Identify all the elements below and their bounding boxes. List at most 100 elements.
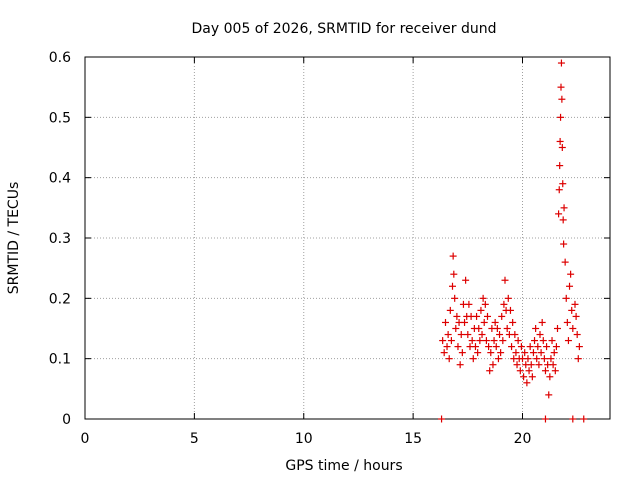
data-point [476, 337, 484, 345]
data-point [531, 337, 539, 345]
data-point [528, 373, 536, 381]
data-point [563, 318, 571, 326]
data-point [538, 318, 546, 326]
data-point [558, 144, 566, 151]
data-point [477, 306, 485, 314]
data-point [560, 204, 568, 212]
data-point [556, 137, 564, 145]
x-axis-label: GPS time / hours [285, 458, 402, 474]
y-tick-label: 0.2 [49, 291, 71, 307]
data-point [458, 349, 466, 357]
data-point [524, 355, 532, 363]
x-axis: 0 5 10 15 20 [81, 57, 531, 447]
data-point [464, 331, 472, 339]
data-point [487, 349, 495, 357]
data-point [548, 337, 556, 345]
data-point [492, 343, 500, 351]
data-point [564, 337, 572, 345]
data-point [566, 282, 574, 290]
data-point [446, 306, 454, 314]
data-point [552, 343, 560, 351]
data-point [527, 361, 535, 369]
data-point [511, 331, 519, 339]
data-point [449, 252, 457, 260]
data-point [489, 361, 497, 369]
data-point [501, 276, 509, 284]
data-point [533, 355, 541, 363]
y-axis: 0 0.1 0.2 0.3 0.4 0.5 0.6 [49, 50, 610, 428]
data-point [562, 294, 570, 302]
data-point [559, 180, 567, 188]
data-point [499, 337, 507, 345]
data-point [457, 331, 465, 339]
data-point [450, 270, 458, 278]
y-tick-label: 0.6 [49, 50, 71, 66]
data-point [475, 325, 483, 332]
y-tick-label: 0.1 [49, 352, 71, 368]
data-point [526, 343, 534, 351]
data-point [508, 343, 516, 351]
data-point [481, 300, 489, 308]
data-point [520, 373, 528, 381]
data-point [498, 312, 506, 320]
data-point [512, 349, 520, 357]
data-point [556, 162, 564, 170]
data-point [541, 367, 549, 375]
data-point [482, 337, 490, 345]
data-point [541, 415, 549, 423]
data-point [555, 186, 563, 194]
data-point [537, 349, 545, 357]
data-point [456, 361, 464, 369]
data-point [443, 343, 451, 351]
data-point [534, 343, 542, 351]
data-point [536, 331, 544, 339]
data-point [569, 415, 577, 423]
data-point [545, 391, 553, 399]
data-point [449, 282, 456, 290]
data-point [547, 355, 555, 363]
data-point [454, 343, 462, 351]
data-point [500, 300, 508, 308]
data-point [468, 337, 476, 345]
data-point [471, 343, 479, 351]
y-tick-label: 0 [62, 412, 71, 428]
data-point [494, 355, 502, 363]
data-point [557, 59, 565, 67]
data-point [554, 325, 561, 332]
data-point [506, 306, 514, 314]
data-point [496, 331, 504, 339]
data-point [453, 312, 461, 320]
y-axis-label: SRMTID / TECUs [6, 182, 22, 295]
data-point [551, 367, 559, 375]
data-point [539, 337, 547, 345]
data-point [546, 373, 554, 381]
data-point [440, 349, 448, 357]
data-point [513, 361, 521, 369]
chart-title: Day 005 of 2026, SRMTID for receiver dun… [192, 21, 497, 37]
data-point [540, 355, 548, 363]
data-point [452, 325, 460, 332]
data-point [469, 355, 477, 363]
data-point [444, 331, 452, 339]
data-point [516, 367, 524, 375]
data-point [478, 331, 486, 339]
x-tick-label: 5 [190, 431, 199, 447]
grid [85, 57, 610, 419]
y-tick-label: 0.3 [49, 231, 71, 247]
data-point [580, 415, 588, 423]
data-point [532, 325, 540, 332]
data-point [569, 325, 577, 332]
data-point [572, 312, 580, 320]
data-point [574, 355, 582, 363]
data-point [523, 379, 531, 387]
data-point [484, 312, 491, 320]
data-point [561, 258, 569, 266]
data-point [462, 276, 470, 284]
data-point [555, 210, 563, 218]
x-tick-label: 15 [404, 431, 422, 447]
x-tick-label: 0 [81, 431, 90, 447]
data-point [486, 367, 494, 375]
data-point [509, 318, 517, 326]
y-tick-label: 0.4 [49, 171, 71, 187]
